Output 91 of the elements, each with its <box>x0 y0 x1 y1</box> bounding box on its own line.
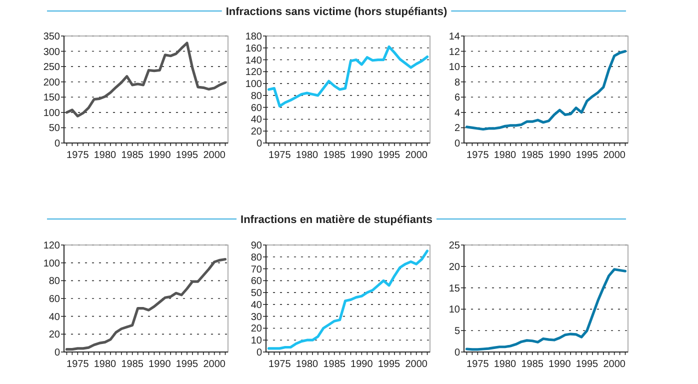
x-tick-label: 1975 <box>268 150 292 161</box>
x-tick-label: 1975 <box>66 150 90 161</box>
x-tick-label: 1990 <box>350 150 374 161</box>
y-tick-label: 100 <box>43 258 60 270</box>
y-tick-label: 140 <box>245 55 262 66</box>
x-tick-label: 2000 <box>603 150 626 161</box>
y-tick-label: 90 <box>250 240 262 252</box>
x-tick-label: 1985 <box>323 150 346 161</box>
y-tick-label: 10 <box>448 62 460 74</box>
y-tick-label: 5 <box>454 326 460 338</box>
line-series <box>65 42 227 118</box>
x-tick-label: 1985 <box>521 150 544 161</box>
y-tick-label: 20 <box>448 262 460 273</box>
x-tick-label: 1980 <box>296 150 319 161</box>
y-tick-label: 120 <box>245 67 262 78</box>
y-tick-label: 120 <box>43 240 60 252</box>
x-tick-label: 1975 <box>466 359 490 370</box>
y-tick-label: 80 <box>250 90 262 102</box>
y-tick-label: 160 <box>245 43 262 54</box>
y-tick-label: 150 <box>43 92 60 104</box>
x-tick-label: 1985 <box>323 359 346 370</box>
chart-title: Infractions en matière de stupéfiants <box>240 214 432 226</box>
x-tick-label: 1990 <box>148 150 172 161</box>
line-series <box>465 50 627 131</box>
line-series <box>267 250 429 350</box>
y-tick-label: 10 <box>250 336 262 347</box>
x-tick-label: 1985 <box>121 359 144 370</box>
y-tick-label: 180 <box>245 32 262 42</box>
x-tick-label: 1980 <box>296 359 319 370</box>
y-tick-label: 80 <box>48 276 60 288</box>
y-tick-label: 350 <box>43 32 60 42</box>
x-tick-label: 1995 <box>576 150 599 161</box>
y-tick-label: 0 <box>256 348 262 358</box>
x-tick-label: 1990 <box>548 150 572 161</box>
x-tick-label: 1980 <box>94 359 117 370</box>
y-tick-label: 20 <box>250 324 262 335</box>
y-tick-label: 70 <box>250 264 262 276</box>
y-tick-label: 50 <box>250 288 262 300</box>
x-tick-label: 1990 <box>148 359 172 370</box>
y-tick-label: 40 <box>48 312 60 323</box>
y-tick-label: 40 <box>250 300 262 311</box>
y-tick-label: 100 <box>245 79 262 90</box>
y-tick-label: 80 <box>250 252 262 264</box>
x-tick-label: 2000 <box>405 359 428 370</box>
x-tick-label: 2000 <box>203 150 226 161</box>
y-tick-label: 40 <box>250 114 262 126</box>
x-tick-label: 1995 <box>378 359 401 370</box>
x-tick-label: 1985 <box>521 359 544 370</box>
y-tick-label: 12 <box>448 46 460 58</box>
y-tick-label: 0 <box>454 138 460 150</box>
x-tick-label: 1975 <box>268 359 292 370</box>
y-tick-label: 2 <box>454 123 460 134</box>
x-tick-label: 1995 <box>176 150 199 161</box>
y-tick-label: 30 <box>250 312 262 323</box>
y-tick-label: 250 <box>43 62 60 74</box>
y-tick-label: 0 <box>54 348 60 358</box>
y-tick-label: 0 <box>256 138 262 150</box>
y-tick-label: 6 <box>454 92 460 104</box>
x-tick-label: 1980 <box>494 150 517 161</box>
x-tick-label: 1980 <box>94 150 117 161</box>
x-tick-label: 2000 <box>405 150 428 161</box>
x-tick-label: 1995 <box>176 359 199 370</box>
y-tick-label: 0 <box>454 348 460 358</box>
y-tick-label: 10 <box>448 304 460 316</box>
x-tick-label: 2000 <box>603 359 626 370</box>
y-tick-label: 60 <box>250 102 262 114</box>
y-tick-label: 50 <box>48 123 60 134</box>
x-tick-label: 1990 <box>350 359 374 370</box>
y-tick-label: 300 <box>43 46 60 58</box>
y-tick-label: 25 <box>448 240 460 252</box>
y-tick-label: 200 <box>43 77 60 88</box>
y-tick-label: 20 <box>48 330 60 341</box>
y-tick-label: 15 <box>448 283 460 294</box>
y-tick-label: 60 <box>250 276 262 288</box>
y-tick-label: 8 <box>454 77 460 88</box>
y-tick-label: 60 <box>48 294 60 305</box>
x-tick-label: 1975 <box>466 150 490 161</box>
x-tick-label: 1985 <box>121 150 144 161</box>
x-tick-label: 1995 <box>576 359 599 370</box>
y-tick-label: 20 <box>250 126 262 138</box>
x-tick-label: 2000 <box>203 359 226 370</box>
x-tick-label: 1995 <box>378 150 401 161</box>
x-tick-label: 1990 <box>548 359 572 370</box>
y-tick-label: 0 <box>54 138 60 150</box>
x-tick-label: 1975 <box>66 359 90 370</box>
y-tick-label: 100 <box>43 108 60 119</box>
chart-title: Infractions sans victime (hors stupéfiants) <box>226 6 448 18</box>
y-tick-label: 14 <box>448 32 460 42</box>
line-series <box>267 45 429 108</box>
y-tick-label: 4 <box>454 108 460 119</box>
x-tick-label: 1980 <box>494 359 517 370</box>
